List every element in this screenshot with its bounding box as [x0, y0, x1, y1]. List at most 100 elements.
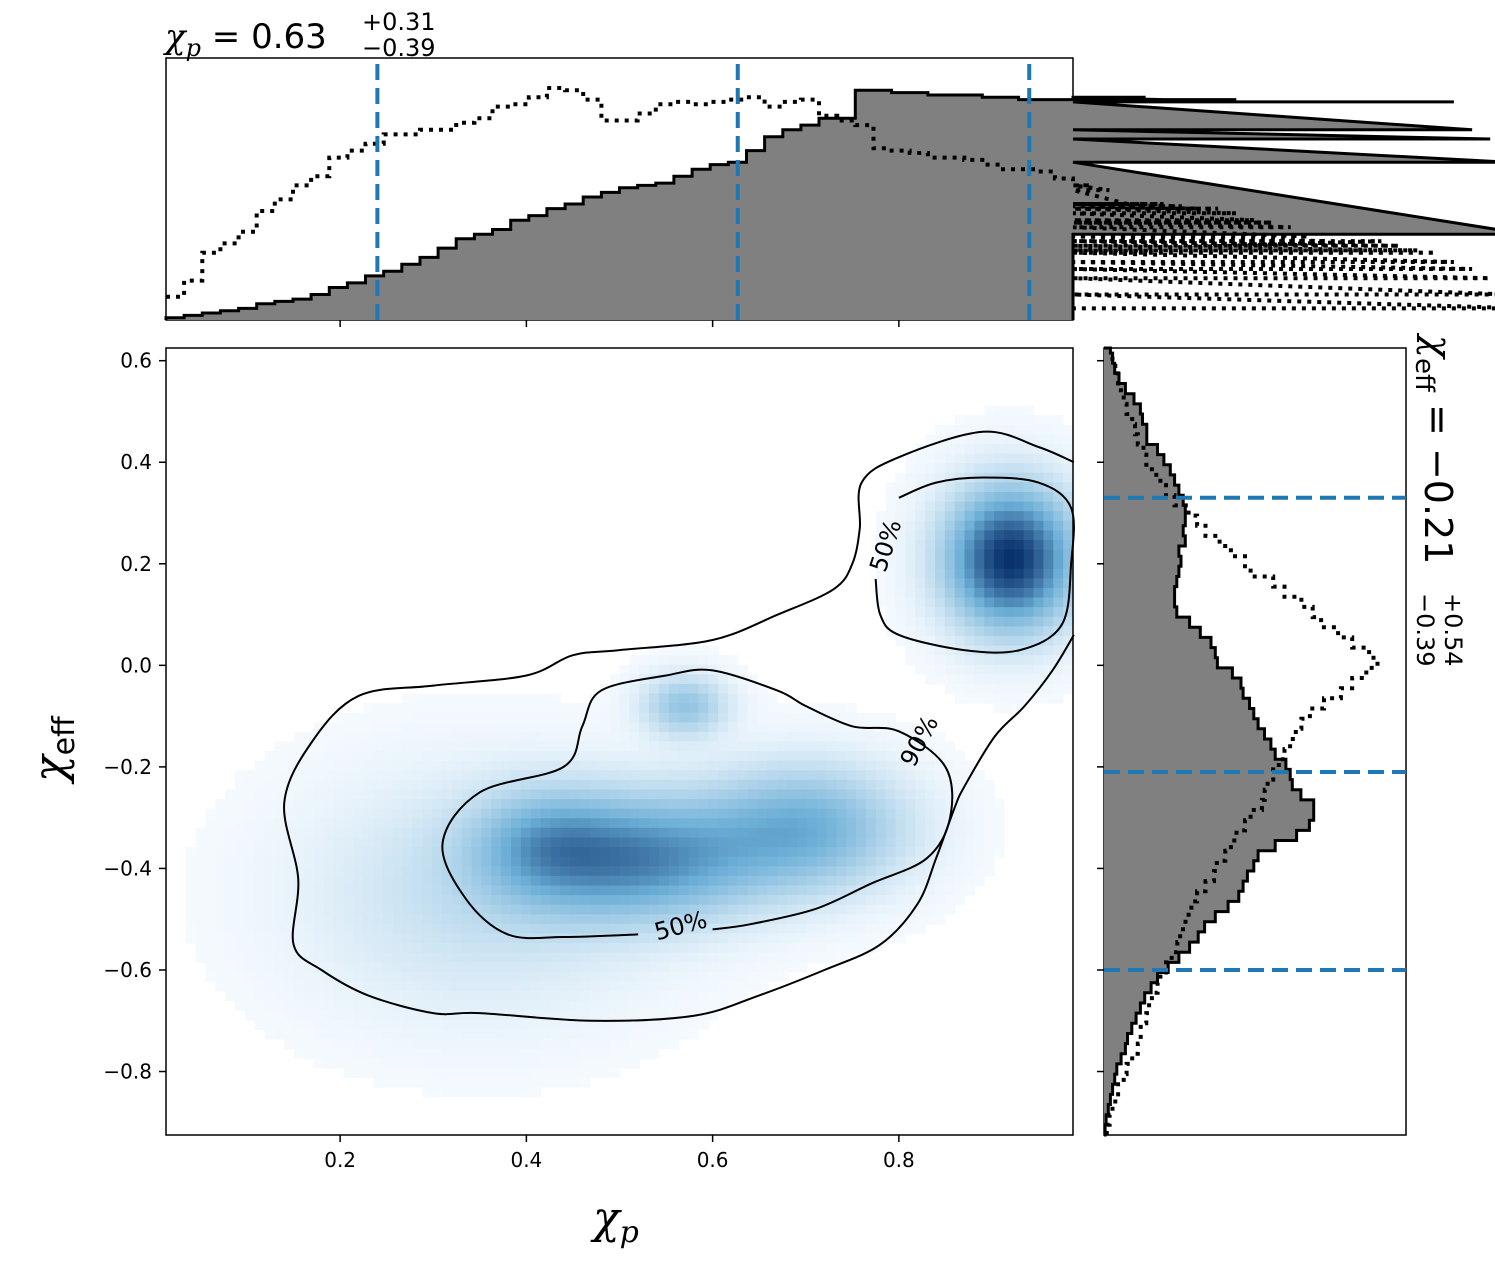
- heatmap-cell: [836, 799, 847, 810]
- heatmap-cell: [757, 981, 768, 992]
- heatmap-cell: [304, 799, 315, 810]
- heatmap-cell: [974, 491, 985, 503]
- heatmap-cell: [1063, 626, 1074, 637]
- heatmap-cell: [668, 866, 680, 877]
- heatmap-cell: [432, 779, 443, 791]
- heatmap-cell: [964, 693, 976, 704]
- heatmap-cell: [698, 799, 709, 810]
- heatmap-cell: [964, 789, 976, 800]
- heatmap-cell: [747, 866, 759, 877]
- heatmap-cell: [688, 731, 699, 743]
- heatmap-cell: [304, 1039, 315, 1050]
- heatmap-cell: [856, 808, 867, 819]
- heatmap-cell: [589, 875, 601, 887]
- heatmap-cell: [560, 885, 571, 896]
- heatmap-cell: [432, 943, 443, 954]
- heatmap-cell: [974, 463, 985, 474]
- heatmap-cell: [984, 434, 995, 445]
- heatmap-cell: [353, 847, 364, 858]
- heatmap-cell: [826, 703, 837, 714]
- heatmap-cell: [649, 674, 660, 685]
- heatmap-cell: [737, 933, 749, 944]
- heatmap-cell: [185, 914, 197, 925]
- heatmap-cell: [461, 1058, 473, 1069]
- heatmap-cell: [954, 885, 966, 896]
- heatmap-cell: [816, 789, 828, 800]
- heatmap-cell: [353, 981, 364, 992]
- heatmap-cell: [787, 712, 798, 723]
- heatmap-cell: [737, 904, 749, 915]
- heatmap-cell: [984, 779, 995, 791]
- heatmap-cell: [353, 991, 364, 1002]
- heatmap-cell: [392, 741, 404, 752]
- heatmap-cell: [964, 808, 976, 819]
- heatmap-cell: [668, 789, 680, 800]
- heatmap-cell: [511, 712, 522, 723]
- heatmap-cell: [915, 539, 926, 551]
- heatmap-cell: [511, 808, 522, 819]
- heatmap-cell: [244, 933, 256, 944]
- heatmap-cell: [560, 1058, 571, 1069]
- heatmap-cell: [422, 952, 433, 963]
- heatmap-cell: [402, 991, 414, 1002]
- heatmap-cell: [915, 799, 926, 810]
- y-tick-label: 0.6: [120, 349, 152, 373]
- heatmap-cell: [471, 1000, 483, 1011]
- heatmap-cell: [964, 856, 976, 867]
- heatmap-cell: [1023, 616, 1035, 627]
- heatmap-cell: [491, 1077, 502, 1088]
- heatmap-cell: [1053, 539, 1064, 551]
- heatmap-cell: [373, 991, 384, 1002]
- heatmap-cell: [274, 943, 285, 954]
- heatmap-cell: [343, 1058, 354, 1069]
- heatmap-cell: [570, 1000, 581, 1011]
- heatmap-cell: [520, 741, 532, 752]
- heatmap-cell: [905, 501, 916, 512]
- heatmap-cell: [580, 789, 591, 800]
- heatmap-cell: [501, 703, 512, 714]
- heatmap-cell: [481, 904, 492, 915]
- heatmap-cell: [185, 895, 197, 906]
- heatmap-cell: [905, 549, 916, 560]
- heatmap-cell: [974, 655, 985, 666]
- heatmap-cell: [599, 943, 611, 954]
- heatmap-cell: [1053, 626, 1064, 637]
- heatmap-cell: [382, 1039, 394, 1050]
- heatmap-cell: [727, 856, 739, 867]
- heatmap-cell: [777, 760, 788, 771]
- heatmap-cell: [353, 885, 364, 896]
- heatmap-cell: [718, 866, 729, 877]
- heatmap-cell: [264, 962, 276, 973]
- heatmap-cell: [540, 1077, 552, 1088]
- heatmap-cell: [639, 760, 650, 771]
- heatmap-cell: [392, 866, 404, 877]
- heatmap-cell: [806, 837, 818, 848]
- heatmap-cell: [934, 616, 946, 627]
- heatmap-cell: [589, 981, 601, 992]
- heatmap-cell: [1013, 587, 1025, 599]
- heatmap-cell: [806, 827, 818, 839]
- heatmap-cell: [1053, 511, 1064, 522]
- heatmap-cell: [511, 1000, 522, 1011]
- heatmap-cell: [718, 808, 729, 819]
- heatmap-cell: [718, 674, 729, 685]
- heatmap-cell: [1033, 655, 1045, 666]
- heatmap-cell: [1003, 626, 1015, 637]
- heatmap-cell: [451, 1010, 463, 1021]
- heatmap-cell: [580, 731, 591, 743]
- heatmap-cell: [865, 808, 877, 819]
- heatmap-cell: [481, 799, 492, 810]
- heatmap-cell: [964, 482, 976, 493]
- heatmap-cell: [974, 415, 985, 426]
- heatmap-cell: [688, 885, 699, 896]
- heatmap-cell: [609, 981, 621, 992]
- heatmap-cell: [658, 827, 670, 839]
- top-histogram-prior: [166, 86, 1495, 311]
- heatmap-cell: [629, 885, 640, 896]
- heatmap-cell: [954, 866, 966, 877]
- heatmap-cell: [767, 799, 778, 810]
- heatmap-cell: [353, 770, 364, 781]
- heatmap-cell: [599, 722, 611, 733]
- heatmap-cell: [915, 501, 926, 512]
- heatmap-cell: [639, 683, 650, 695]
